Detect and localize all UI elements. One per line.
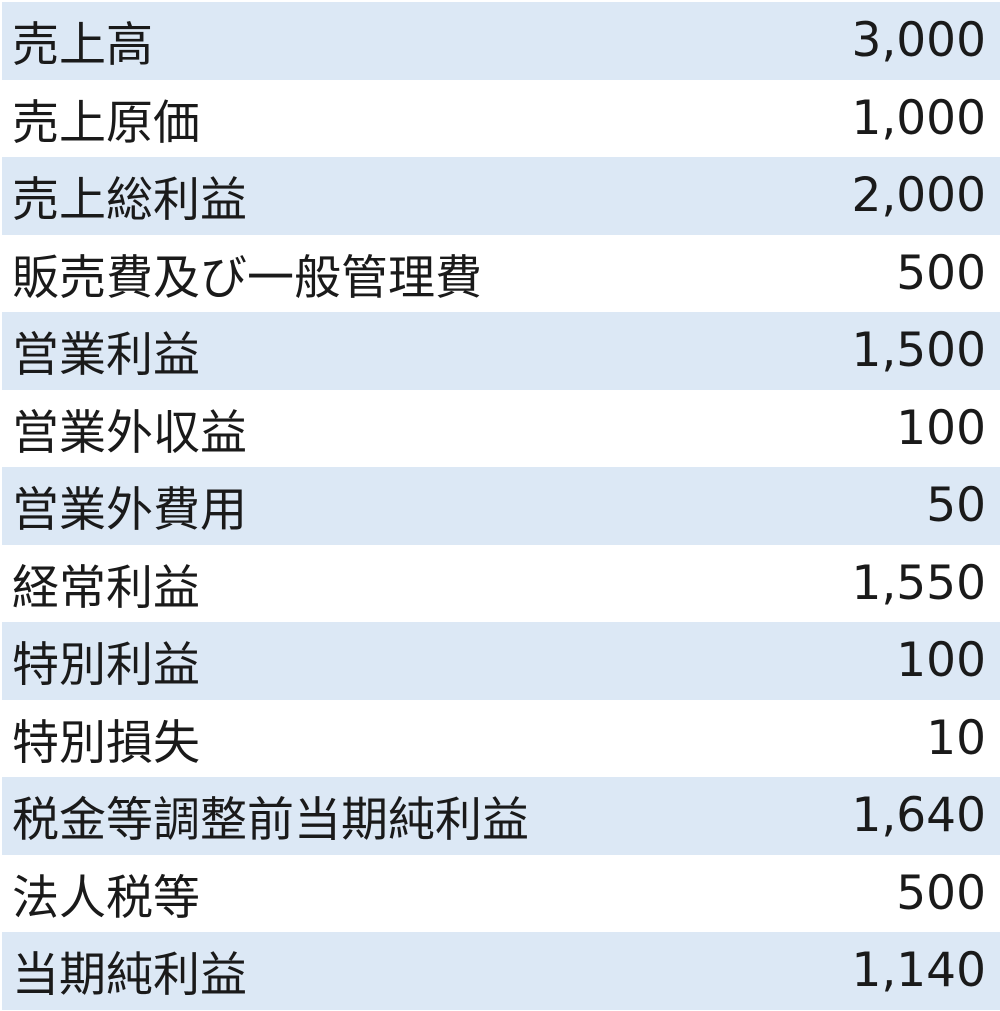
row-value: 100 xyxy=(896,400,986,456)
row-value: 1,140 xyxy=(851,943,986,999)
row-value: 1,640 xyxy=(851,788,986,844)
table-row: 特別利益 100 xyxy=(2,622,1000,700)
row-label: 特別利益 xyxy=(12,638,200,694)
row-label: 売上総利益 xyxy=(12,173,247,229)
table-row: 営業外収益 100 xyxy=(2,389,1000,467)
row-value: 1,500 xyxy=(851,323,986,379)
row-label: 税金等調整前当期純利益 xyxy=(12,793,529,849)
table-row: 経常利益 1,550 xyxy=(2,544,1000,622)
row-label: 営業外費用 xyxy=(12,483,247,539)
row-label: 販売費及び一般管理費 xyxy=(12,250,482,306)
row-value: 500 xyxy=(896,865,986,921)
row-label: 売上高 xyxy=(12,18,153,74)
table-row: 当期純利益 1,140 xyxy=(2,932,1000,1010)
table-row: 営業外費用 50 xyxy=(2,467,1000,545)
table-row: 法人税等 500 xyxy=(2,854,1000,932)
row-value: 500 xyxy=(896,245,986,301)
table-row: 税金等調整前当期純利益 1,640 xyxy=(2,777,1000,855)
row-label: 当期純利益 xyxy=(12,948,247,1004)
row-value: 1,000 xyxy=(851,90,986,146)
row-value: 3,000 xyxy=(851,13,986,69)
row-label: 特別損失 xyxy=(12,715,200,771)
table-row: 売上原価 1,000 xyxy=(2,79,1000,157)
row-value: 2,000 xyxy=(851,168,986,224)
table-row: 売上総利益 2,000 xyxy=(2,157,1000,235)
table-row: 売上高 3,000 xyxy=(2,2,1000,80)
row-value: 50 xyxy=(926,478,986,534)
row-label: 売上原価 xyxy=(12,95,200,151)
row-label: 法人税等 xyxy=(12,870,200,926)
table-row: 販売費及び一般管理費 500 xyxy=(2,234,1000,312)
row-label: 営業外収益 xyxy=(12,405,247,461)
table-row: 特別損失 10 xyxy=(2,699,1000,777)
row-value: 10 xyxy=(926,710,986,766)
row-value: 100 xyxy=(896,633,986,689)
row-label: 経常利益 xyxy=(12,560,200,616)
table-row: 営業利益 1,500 xyxy=(2,312,1000,390)
row-value: 1,550 xyxy=(851,555,986,611)
row-label: 営業利益 xyxy=(12,328,200,384)
